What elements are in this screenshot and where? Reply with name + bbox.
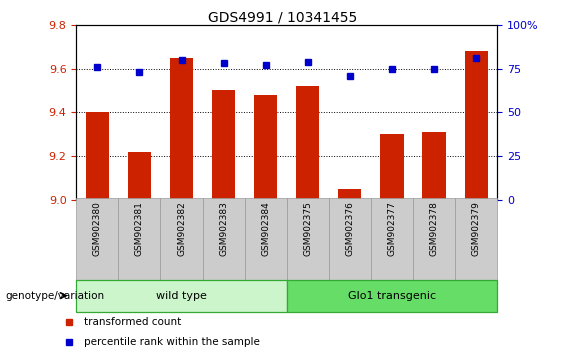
Text: GDS4991 / 10341455: GDS4991 / 10341455 — [208, 11, 357, 25]
Bar — [296, 86, 319, 200]
Bar — [287, 198, 329, 281]
Bar — [338, 189, 362, 200]
Bar — [119, 198, 160, 281]
Bar — [254, 95, 277, 200]
Bar — [245, 198, 287, 281]
Text: GSM902384: GSM902384 — [261, 201, 270, 256]
Bar — [202, 198, 245, 281]
Text: percentile rank within the sample: percentile rank within the sample — [84, 337, 260, 347]
Text: GSM902377: GSM902377 — [388, 201, 397, 256]
Bar — [413, 198, 455, 281]
Bar — [464, 51, 488, 200]
Text: GSM902381: GSM902381 — [135, 201, 144, 256]
Bar — [76, 198, 119, 281]
Text: genotype/variation: genotype/variation — [6, 291, 105, 301]
Text: GSM902382: GSM902382 — [177, 201, 186, 256]
Bar — [160, 198, 202, 281]
Bar — [380, 134, 403, 200]
Bar — [371, 198, 413, 281]
Text: transformed count: transformed count — [84, 318, 182, 327]
Text: GSM902383: GSM902383 — [219, 201, 228, 256]
Text: wild type: wild type — [156, 291, 207, 301]
Bar — [170, 58, 193, 200]
Bar — [287, 280, 497, 312]
Bar — [329, 198, 371, 281]
Text: GSM902375: GSM902375 — [303, 201, 312, 256]
Text: GSM902378: GSM902378 — [429, 201, 438, 256]
Bar — [423, 132, 446, 200]
Bar — [86, 112, 109, 200]
Text: Glo1 transgenic: Glo1 transgenic — [348, 291, 436, 301]
Text: GSM902376: GSM902376 — [345, 201, 354, 256]
Text: GSM902380: GSM902380 — [93, 201, 102, 256]
Text: GSM902379: GSM902379 — [472, 201, 481, 256]
Bar — [76, 280, 287, 312]
Bar — [455, 198, 497, 281]
Bar — [212, 91, 235, 200]
Bar — [128, 152, 151, 200]
